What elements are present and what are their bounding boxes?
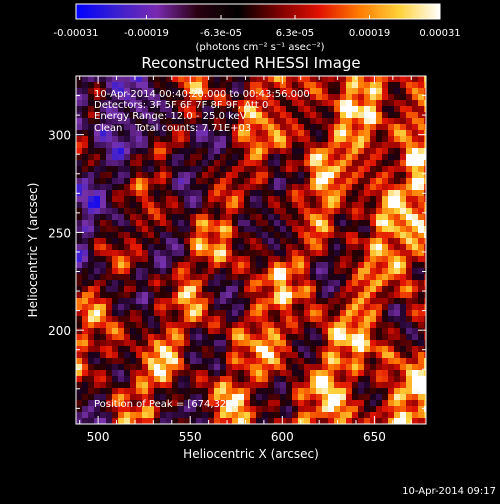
colorbar-ticks: -0.00031 -0.00019 -6.3e-05 6.3e-05 0.00019 0.… (54, 15, 461, 39)
y-tick-label: 300 (48, 129, 71, 143)
x-tick-label: 600 (271, 430, 294, 444)
colorbar-gradient (75, 3, 441, 20)
colorbar-tick-label: -0.00019 (124, 28, 169, 39)
colorbar-tick-label: 0.00019 (349, 28, 390, 39)
plot-frame (75, 75, 427, 425)
annotation-peak: Position of Peak = [674,320] (94, 399, 237, 410)
colorbar-tick-label: -0.00031 (54, 28, 99, 39)
x-tick-label: 550 (179, 430, 202, 444)
x-axis-label: Heliocentric X (arcsec) (183, 447, 319, 461)
annotation-time-range: 10-Apr-2014 00:40:20.000 to 00:43:56.000 (94, 89, 310, 100)
colorbar-tick-label: 0.00031 (419, 28, 460, 39)
colorbar-tick-label: 6.3e-05 (276, 28, 314, 39)
plot-area: 500 550 600 650 200 250 300 10-Apr-2014 00:40:… (48, 75, 427, 444)
chart-title: Reconstructed RHESSI Image (141, 54, 360, 72)
annotation-clean: Clean Total counts: 7.71E+03 (94, 123, 251, 134)
y-tick-label: 250 (48, 226, 71, 240)
annotation-energy: Energy Range: 12.0 - 25.0 keV (94, 111, 247, 122)
x-tick-label: 500 (87, 430, 110, 444)
colorbar: -0.00031 -0.00019 -6.3e-05 6.3e-05 0.00019 0.… (54, 3, 461, 53)
footer-timestamp: 10-Apr-2014 09:17 (402, 486, 496, 497)
heatmap-image (76, 76, 426, 424)
axis-ticks: 500 550 600 650 200 250 300 (48, 75, 426, 444)
colorbar-units-label: (photons cm⁻² s⁻¹ asec⁻²) (195, 42, 324, 53)
colorbar-tick-label: -6.3e-05 (200, 28, 242, 39)
y-tick-label: 200 (48, 324, 71, 338)
annotation-detectors: Detectors: 3F 5F 6F 7F 8F 9F, Att 0 (94, 100, 268, 111)
y-axis-label: Heliocentric Y (arcsec) (26, 183, 40, 318)
x-tick-label: 650 (363, 430, 386, 444)
